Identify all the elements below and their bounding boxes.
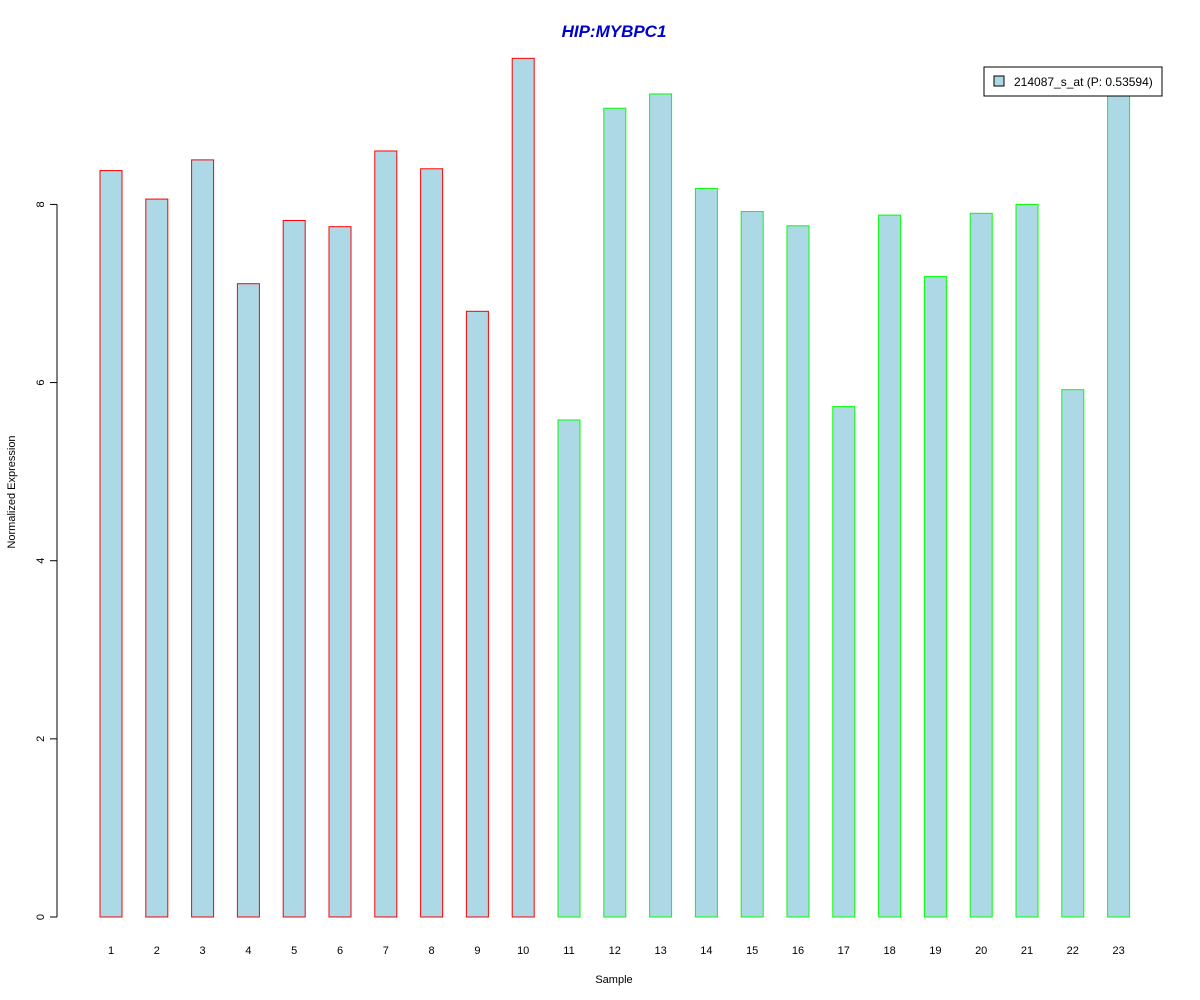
x-tick-label: 9: [474, 945, 480, 957]
bar-sample-20: [969, 212, 993, 918]
bar-sample-3: [191, 159, 215, 918]
x-tick-label: 14: [700, 945, 712, 957]
x-tick-label: 22: [1067, 945, 1079, 957]
x-tick-label: 2: [154, 945, 160, 957]
x-tick-label: 7: [383, 945, 389, 957]
bar-sample-15: [740, 211, 764, 918]
x-axis-label: Sample: [595, 974, 632, 986]
x-tick-label: 5: [291, 945, 297, 957]
bar-sample-19: [923, 276, 947, 918]
bar-sample-17: [832, 406, 856, 918]
x-tick-label: 12: [609, 945, 621, 957]
bars: [99, 57, 1131, 918]
x-tick-label: 17: [838, 945, 850, 957]
y-tick-label: 0: [35, 914, 47, 920]
bar-sample-10: [511, 57, 535, 918]
x-tick-label: 16: [792, 945, 804, 957]
bar-sample-18: [878, 214, 902, 918]
bar-sample-14: [694, 187, 718, 918]
bar-sample-11: [557, 419, 581, 918]
bar-sample-23: [1107, 88, 1131, 918]
y-axis-label: Normalized Expression: [6, 435, 18, 548]
x-tick-label: 1: [108, 945, 114, 957]
x-tick-label: 15: [746, 945, 758, 957]
bar-sample-22: [1061, 389, 1085, 918]
y-tick-label: 8: [35, 201, 47, 207]
x-tick-label: 10: [517, 945, 529, 957]
x-tick-label: 21: [1021, 945, 1033, 957]
x-tick-labels: 1 2 3 4 5 6 7 8 9 10 11 12 13 14 15 16 17 18 19 20 21 22 23: [108, 945, 1125, 957]
x-tick-label: 6: [337, 945, 343, 957]
x-tick-label: 13: [654, 945, 666, 957]
bar-sample-21: [1015, 203, 1039, 918]
x-tick-label: 8: [429, 945, 435, 957]
bar-sample-8: [420, 168, 444, 918]
y-tick-label: 2: [35, 736, 47, 742]
bar-sample-12: [603, 107, 627, 918]
x-tick-label: 3: [200, 945, 206, 957]
chart-title: HIP:MYBPC1: [562, 22, 667, 41]
bar-sample-16: [786, 225, 810, 918]
legend-swatch: [993, 75, 1005, 87]
bar-sample-2: [145, 198, 169, 918]
legend-label: 214087_s_at (P: 0.53594): [1014, 75, 1153, 89]
bar-sample-13: [649, 93, 673, 918]
x-tick-label: 23: [1112, 945, 1124, 957]
x-tick-label: 11: [563, 945, 574, 957]
y-tick-label: 4: [35, 558, 47, 564]
bar-sample-6: [328, 226, 352, 918]
x-tick-label: 19: [929, 945, 941, 957]
bar-sample-5: [282, 219, 306, 918]
legend-box: [983, 66, 1163, 97]
x-tick-label: 18: [883, 945, 895, 957]
x-tick-label: 4: [245, 945, 251, 957]
bar-sample-9: [465, 310, 489, 918]
legend: 214087_s_at (P: 0.53594): [983, 66, 1163, 97]
bar-sample-1: [99, 170, 123, 918]
y-tick-label: 6: [35, 380, 47, 386]
x-tick-label: 20: [975, 945, 987, 957]
y-axis: 0 2 4 6 8: [35, 201, 58, 920]
bar-sample-7: [374, 150, 398, 918]
bar-sample-4: [236, 283, 260, 918]
